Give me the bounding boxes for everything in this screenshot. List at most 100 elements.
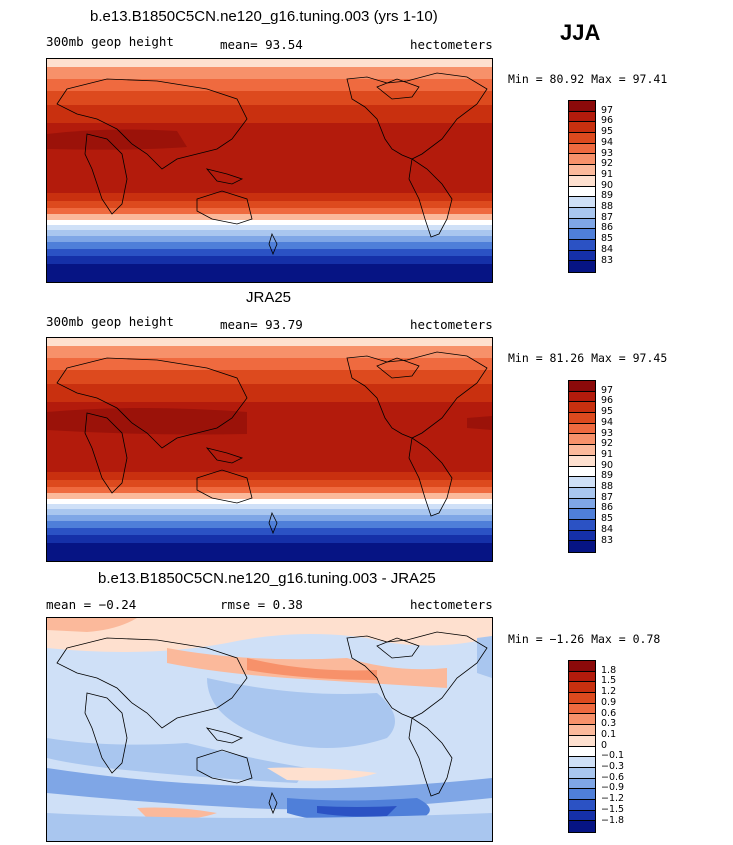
legend-tick-label: 97 [601,104,614,116]
legend-tick-label: 83 [601,254,614,266]
legend-swatch [569,229,595,240]
legend-swatch [569,218,595,230]
season-label: JJA [560,20,601,45]
legend-tick-label: 94 [601,136,614,148]
legend-swatch [569,207,595,219]
legend-swatch [569,746,595,758]
panel-title: b.e13.B1850C5CN.ne120_g16.tuning.003 - J… [98,570,436,587]
minmax-label: Min = 81.26 Max = 97.45 [508,351,668,365]
legend-swatch [569,671,595,683]
legend-tick-label: 94 [601,416,614,428]
legend-tick-label: 84 [601,523,614,535]
map-plot [46,617,493,842]
legend-tick-label: −1.5 [601,803,625,815]
legend-swatch [569,725,595,736]
legend-tick-label: 0.9 [601,696,617,708]
legend-swatch [569,402,595,414]
legend-tick-label: 1.5 [601,675,617,687]
legend-tick-label: 85 [601,233,614,245]
legend-swatch [569,466,595,478]
legend-swatch [569,250,595,262]
mean-label: mean= 93.54 [220,37,303,52]
legend-tick-label: 86 [601,502,614,514]
map-field [47,618,492,841]
legend-swatch [569,714,595,726]
legend-tick-label: 95 [601,406,614,418]
legend-tick-label: 91 [601,168,614,180]
variable-label: 300mb geop height [46,34,174,49]
map-plot [46,58,493,283]
panel-title: JRA25 [246,289,292,306]
legend-swatch [569,239,595,251]
legend-swatch [569,519,595,531]
variable-label: 300mb geop height [46,314,174,329]
legend-swatch [569,154,595,166]
map-field [47,338,492,561]
legend-swatch [569,133,595,144]
legend-swatch [569,498,595,510]
legend-tick-label: 91 [601,448,614,460]
legend-tick-label: 90 [601,459,614,471]
legend-swatch [569,101,595,112]
legend-tick-label: 87 [601,491,614,503]
legend-tick-label: 1.8 [601,664,617,676]
legend-swatch [569,477,595,488]
legend-swatch [569,778,595,790]
legend-tick-label: 88 [601,481,614,492]
color-legend [568,660,596,833]
mean-label: mean= 93.79 [220,317,303,332]
legend-tick-label: 0.6 [601,707,617,719]
legend-tick-label: 95 [601,126,614,138]
legend-swatch [569,541,595,552]
legend-swatch [569,821,595,832]
legend-tick-label: 0.1 [601,728,617,740]
legend-tick-label: −0.9 [601,782,625,794]
legend-tick-label: 92 [601,438,614,450]
legend-swatch [569,197,595,208]
legend-swatch [569,757,595,768]
color-legend [568,380,596,553]
legend-tick-label: −0.1 [601,750,625,762]
legend-swatch [569,413,595,424]
legend-swatch [569,186,595,198]
legend-tick-label: −0.6 [601,771,625,783]
legend-tick-label: 83 [601,534,614,546]
units-label: hectometers [410,37,493,52]
legend-swatch [569,434,595,446]
units-label: hectometers [410,317,493,332]
legend-tick-label: 92 [601,158,614,170]
legend-tick-label: −1.2 [601,793,625,805]
legend-swatch [569,767,595,779]
mean-label: mean = −0.24 [46,597,137,612]
legend-tick-label: 89 [601,190,614,202]
legend-swatch [569,445,595,456]
legend-tick-label: 89 [601,470,614,482]
rmse-label: rmse = 0.38 [220,597,303,612]
legend-tick-label: 97 [601,384,614,396]
legend-tick-label: 0.3 [601,718,617,730]
legend-swatch [569,111,595,123]
legend-swatch [569,143,595,155]
legend-swatch [569,735,595,747]
color-legend [568,100,596,273]
legend-swatch [569,165,595,176]
units-label: hectometers [410,597,493,612]
legend-tick-label: 90 [601,179,614,191]
minmax-label: Min = 80.92 Max = 97.41 [508,72,668,86]
legend-swatch [569,381,595,392]
legend-tick-label: 84 [601,243,614,255]
legend-swatch [569,810,595,822]
map-plot [46,337,493,562]
legend-tick-label: 93 [601,427,614,439]
legend-swatch [569,661,595,672]
legend-swatch [569,693,595,704]
legend-swatch [569,487,595,499]
legend-tick-label: 1.2 [601,686,617,698]
legend-swatch [569,799,595,811]
legend-tick-label: −0.3 [601,761,625,772]
legend-tick-label: −1.8 [601,814,625,826]
legend-swatch [569,175,595,187]
legend-swatch [569,789,595,800]
legend-tick-label: 96 [601,395,614,407]
legend-tick-label: 93 [601,147,614,159]
